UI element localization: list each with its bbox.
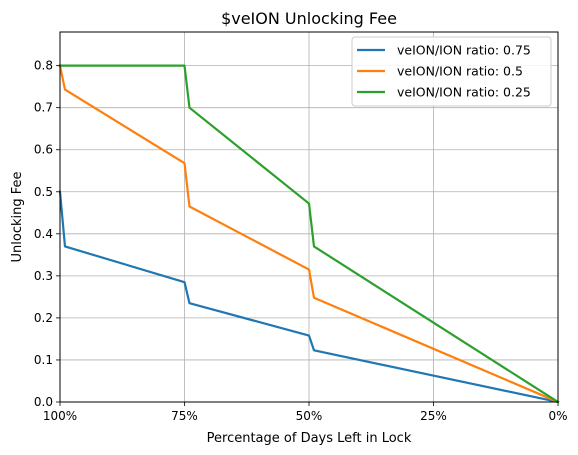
x-tick-label: 25%: [420, 409, 447, 423]
x-tick-label: 50%: [296, 409, 323, 423]
series-line-1: [58, 190, 560, 404]
y-tick-label: 0.6: [34, 143, 53, 157]
y-axis-ticks: 0.0 0.1 0.2 0.3 0.4 0.5 0.6 0.7 0.8: [34, 59, 60, 409]
y-tick-label: 0.5: [34, 185, 53, 199]
series-line-3: [58, 64, 560, 404]
legend-box: [351, 36, 552, 107]
y-tick-label: 0.8: [34, 59, 53, 73]
x-tick-label: 75%: [171, 409, 198, 423]
y-tick-label: 0.1: [34, 353, 53, 367]
x-tick-label: 100%: [43, 409, 77, 423]
x-axis-label: Percentage of Days Left in Lock: [207, 431, 412, 446]
y-tick-label: 0.7: [34, 101, 53, 115]
x-axis-ticks: 100% 75% 50% 25% 0%: [43, 402, 568, 423]
y-tick-label: 0.2: [34, 311, 53, 325]
y-axis-label: Unlocking Fee: [10, 172, 25, 263]
grid: [59, 32, 559, 403]
y-tick-label: 0.0: [34, 395, 53, 409]
series-layer: [58, 64, 560, 404]
series-line-2: [58, 64, 560, 404]
legend-label: veION/ION ratio: 0.75: [397, 43, 531, 58]
x-tick-label: 0%: [548, 409, 567, 423]
y-tick-label: 0.3: [34, 269, 53, 283]
y-tick-label: 0.4: [34, 227, 53, 241]
legend-label: veION/ION ratio: 0.25: [397, 85, 531, 100]
chart-title: $veION Unlocking Fee: [221, 9, 397, 28]
legend-label: veION/ION ratio: 0.5: [397, 64, 523, 79]
legend: veION/ION ratio: 0.75 veION/ION ratio: 0.…: [351, 36, 552, 107]
